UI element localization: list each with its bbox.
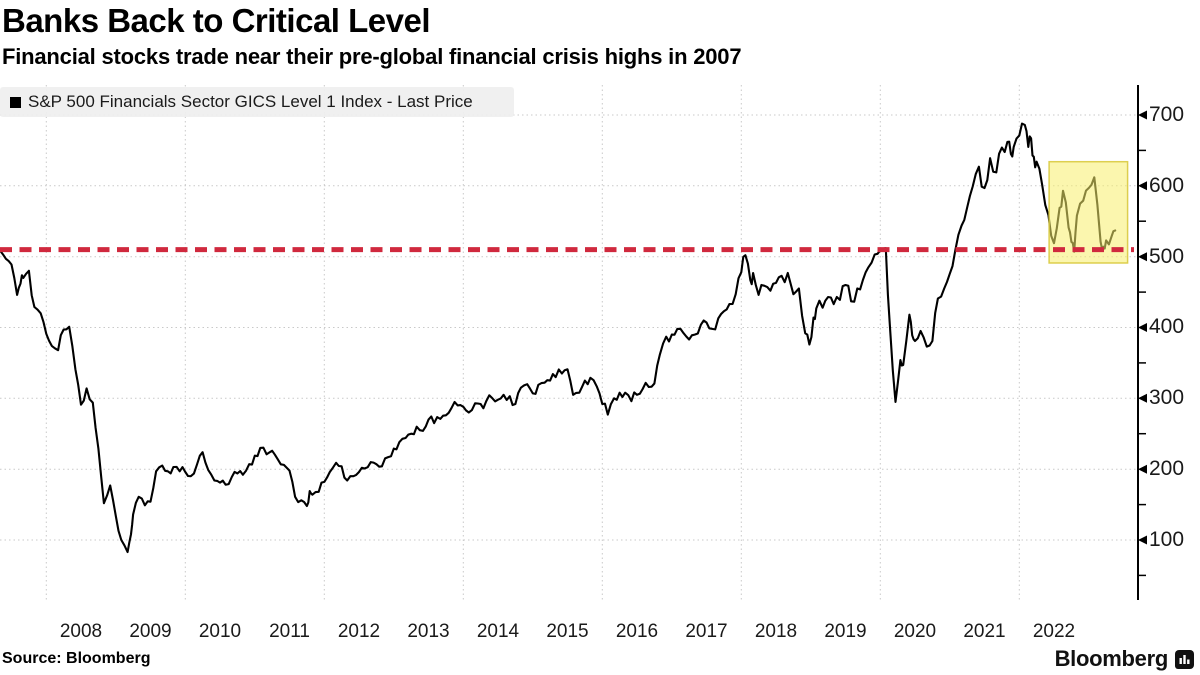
y-axis-label-200: 200 [1149, 457, 1185, 481]
y-axis-tick-arrow-100 [1138, 535, 1147, 545]
y-axis-tick-arrow-600 [1138, 181, 1147, 191]
x-axis-label-2019: 2019 [824, 621, 867, 642]
x-axis-label-2017: 2017 [685, 621, 728, 642]
bloomberg-logo: Bloomberg [1055, 646, 1194, 672]
price-line-series [0, 122, 1117, 554]
y-axis-tick-arrow-200 [1138, 464, 1147, 474]
legend-label: S&P 500 Financials Sector GICS Level 1 I… [28, 92, 473, 111]
source-note: Source: Bloomberg [2, 650, 151, 667]
chart-subtitle: Financial stocks trade near their pre-gl… [2, 44, 742, 69]
y-axis-label-500: 500 [1149, 244, 1185, 268]
legend: S&P 500 Financials Sector GICS Level 1 I… [0, 87, 514, 117]
bar-chart-bubble-icon [1175, 649, 1194, 669]
x-axis-label-2010: 2010 [198, 621, 242, 642]
x-axis-label-2014: 2014 [476, 621, 520, 642]
chart-title: Banks Back to Critical Level [2, 2, 431, 39]
x-axis-label-2020: 2020 [893, 621, 937, 642]
y-axis-tick-arrow-700 [1138, 110, 1147, 120]
y-axis-label-600: 600 [1149, 173, 1185, 197]
x-axis-label-2013: 2013 [407, 621, 450, 642]
y-axis-label-100: 100 [1149, 527, 1185, 551]
y-axis-label-400: 400 [1149, 315, 1185, 339]
x-axis-label-2012: 2012 [337, 621, 381, 642]
x-axis-label-2021: 2021 [963, 621, 1006, 642]
x-axis-label-2022: 2022 [1032, 621, 1076, 642]
x-axis-label-2018: 2018 [754, 621, 798, 642]
y-axis-label-700: 700 [1149, 103, 1185, 126]
x-axis-label-2016: 2016 [615, 621, 659, 642]
y-axis-label-300: 300 [1149, 386, 1185, 410]
bloomberg-wordmark: Bloomberg [1054, 646, 1169, 671]
x-axis-label-2009: 2009 [129, 621, 172, 642]
x-axis-label-2011: 2011 [269, 621, 310, 642]
x-axis-label-2015: 2015 [546, 621, 589, 642]
highlight-box [1048, 160, 1129, 264]
legend-swatch-icon [10, 96, 21, 108]
y-axis-tick-arrow-300 [1138, 393, 1147, 403]
y-axis-tick-arrow-400 [1138, 323, 1147, 332]
x-axis-label-2008: 2008 [59, 621, 103, 642]
y-axis-tick-arrow-500 [1138, 252, 1147, 262]
